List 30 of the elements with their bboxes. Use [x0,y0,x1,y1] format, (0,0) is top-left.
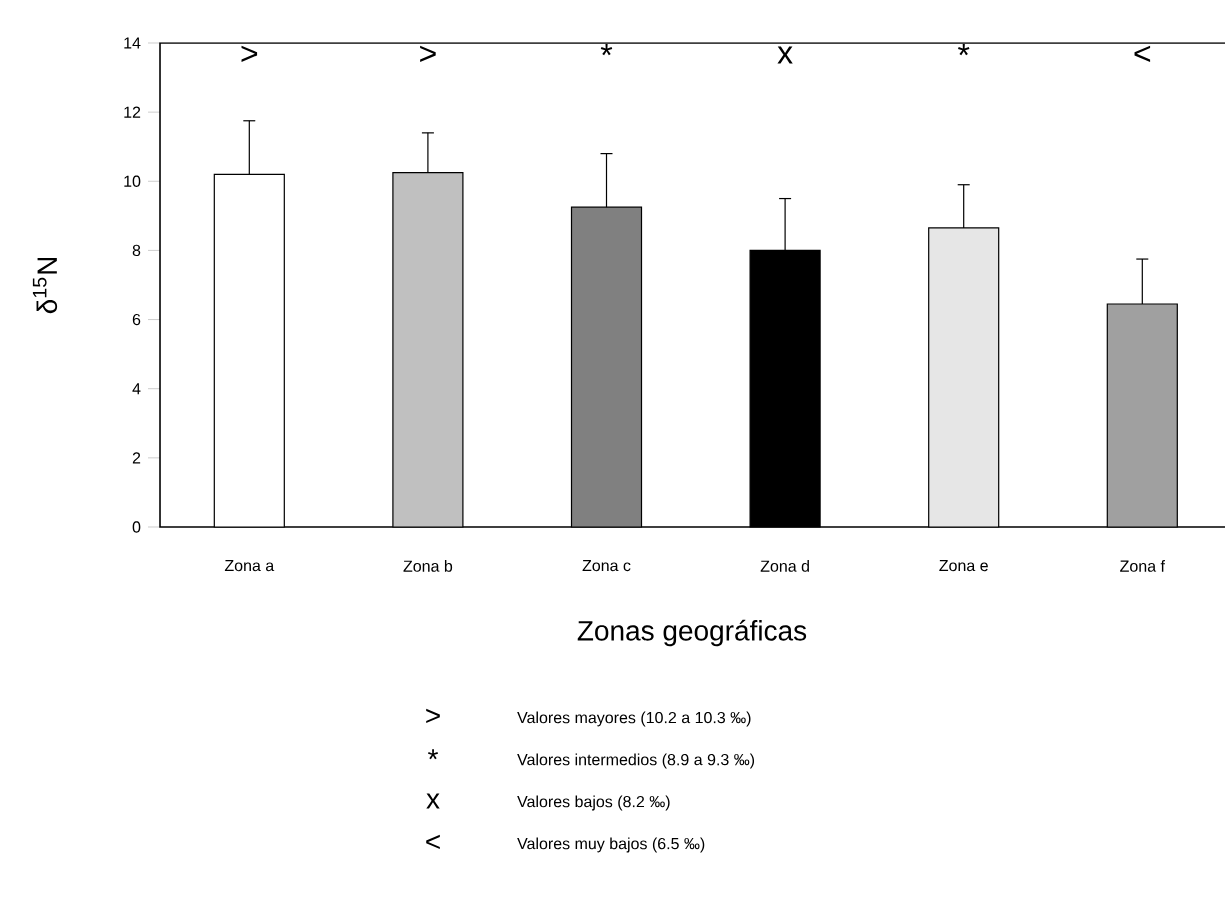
text: Valores mayores (10.2 a 10.3 ‰) [517,711,751,727]
text: * [428,749,439,760]
x-tick-label: Zona d [760,560,809,572]
y-tick-label: 6 [132,313,141,326]
x-tick-label: Zona a [224,560,275,572]
y-tick-label: 0 [132,521,141,533]
text: < [426,834,440,850]
y-tick-label: 14 [124,37,141,49]
y-axis-title: δ$^{15}$N [32,257,58,314]
x-tick-label: Zona e [939,560,988,572]
x-tick-label: Zona c [582,560,631,572]
x-axis-title: Zonas geográficas [577,619,807,647]
text: x [426,793,440,809]
x-tick-label: Zona b [403,560,453,572]
text: Valores bajos (8.2 ‰) [517,795,670,811]
y-tick-label: 2 [132,452,141,464]
y-tick-label: 10 [124,175,141,187]
y-tick-label: 8 [132,244,141,257]
text: Valores intermedios (8.9 a 9.3 ‰) [517,753,755,769]
text: > [426,708,440,724]
y-tick-label: 4 [132,383,141,395]
annotation: * [600,43,613,56]
x-tick-label: Zona f [1120,560,1165,572]
annotation: > [420,45,436,62]
annotation: < [1134,45,1151,62]
annotation: > [241,45,258,62]
text: Valores muy bajos (6.5 ‰) [517,837,705,853]
annotation: * [957,43,970,56]
annotation: x [777,46,793,64]
y-tick-label: 12 [124,106,141,118]
